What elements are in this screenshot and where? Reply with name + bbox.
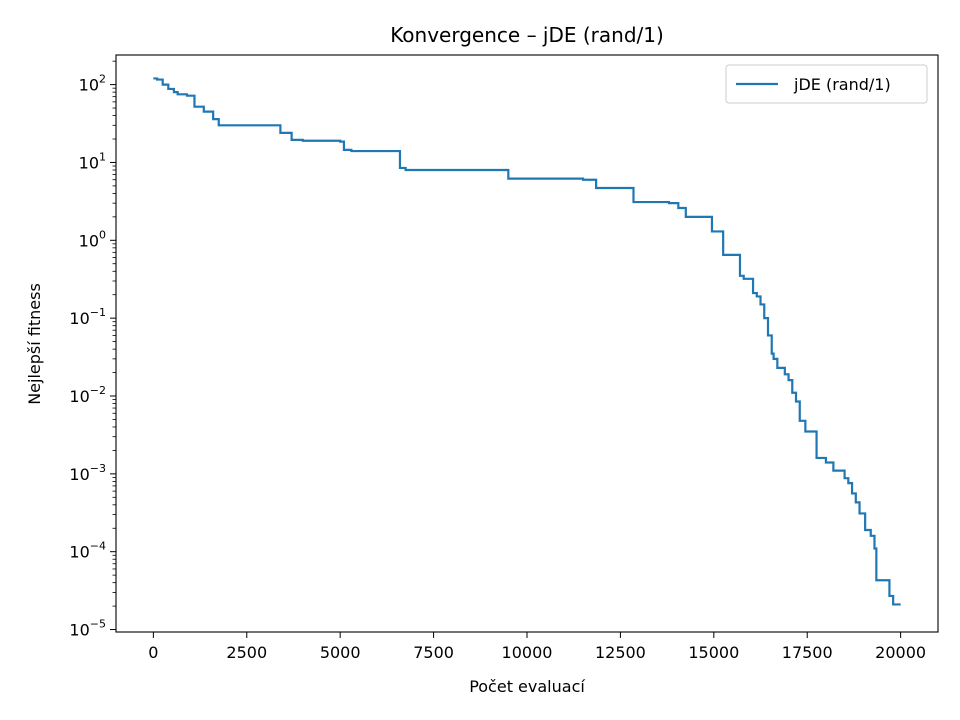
x-tick-label: 10000 — [502, 643, 553, 662]
y-tick-label: 10−1 — [69, 306, 106, 328]
y-tick-label: 10−4 — [69, 540, 106, 562]
y-axis-label: Nejlepší fitness — [25, 283, 44, 405]
y-tick-label: 10−5 — [69, 618, 106, 640]
legend-label: jDE (rand/1) — [793, 75, 891, 94]
x-tick-label: 7500 — [413, 643, 454, 662]
chart-title: Konvergence – jDE (rand/1) — [390, 23, 664, 47]
legend: jDE (rand/1) — [725, 64, 928, 104]
y-tick-label: 10−3 — [69, 462, 106, 484]
y-tick-label: 101 — [79, 150, 106, 172]
x-tick-label: 5000 — [320, 643, 361, 662]
x-tick-label: 17500 — [782, 643, 833, 662]
y-tick-label: 102 — [79, 73, 106, 95]
x-tick-label: 15000 — [688, 643, 739, 662]
y-axis-ticks: 102 101 100 10−1 10−2 10−3 10−4 10−5 — [69, 60, 116, 640]
x-tick-label: 20000 — [875, 643, 926, 662]
plot-frame — [115, 54, 939, 633]
x-tick-label: 0 — [148, 643, 158, 662]
x-axis-ticks: 0 2500 5000 7500 10000 12500 15000 17500 20000 — [148, 632, 926, 662]
y-tick-label: 10−2 — [69, 384, 106, 406]
legend-box — [725, 64, 928, 104]
x-axis-label: Počet evaluací — [469, 677, 585, 696]
x-tick-label: 12500 — [595, 643, 646, 662]
x-tick-label: 2500 — [226, 643, 267, 662]
series-line-jde-rand1 — [153, 77, 901, 606]
y-tick-label: 100 — [79, 228, 106, 250]
